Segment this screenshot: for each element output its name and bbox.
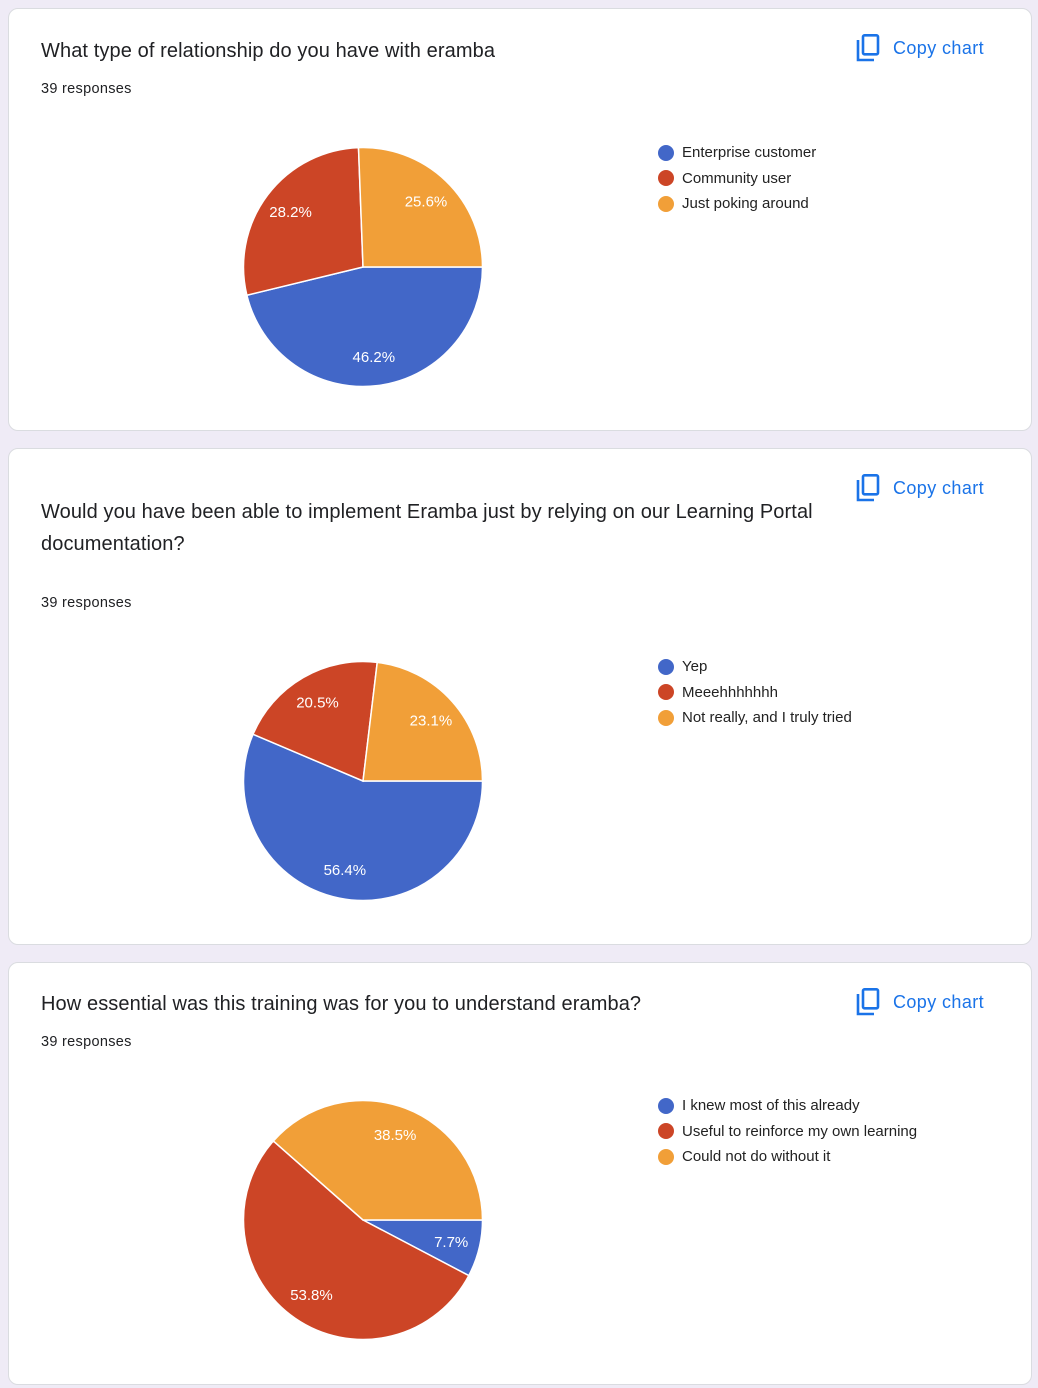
legend-swatch (658, 1097, 674, 1114)
question-card: What type of relationship do you have wi… (8, 8, 1032, 431)
legend-label: Meeehhhhhhh (682, 683, 778, 701)
chart-legend: Enterprise customer Community user Just po… (658, 140, 816, 217)
question-title: What type of relationship do you have wi… (41, 40, 496, 62)
legend-item-i-knew-most-of-this-already: I knew most of this already (658, 1093, 917, 1119)
slice-label: 53.8% (290, 1287, 333, 1304)
pie-chart: 46.2% 28.2% 25.6% (242, 146, 484, 388)
legend-label: Useful to reinforce my own learning (682, 1122, 918, 1140)
pie-slice-just-poking-around (357, 146, 484, 268)
pie-chart: 7.7% 53.8% 38.5% (242, 1099, 484, 1341)
slice-label: 46.2% (353, 349, 396, 366)
slice-label: 38.5% (374, 1127, 417, 1144)
legend-label: Yep (682, 658, 708, 676)
copy-icon (855, 33, 881, 63)
pie-slice-could-not-do-without-it (272, 1099, 484, 1221)
copy-chart-label: Copy chart (893, 477, 985, 498)
legend-label: Not really, and I truly tried (682, 709, 852, 727)
copy-chart-button[interactable]: Copy chart (855, 473, 984, 503)
pie-slice-meeehhhhhhh (252, 660, 379, 783)
pie-slice-enterprise-customer (245, 266, 484, 388)
legend-swatch (658, 170, 674, 187)
slice-label: 23.1% (410, 713, 453, 730)
slice-label: 28.2% (269, 204, 312, 221)
pie-slice-community-user (242, 146, 364, 297)
legend-swatch (658, 709, 674, 726)
pie-slice-not-really-and-i-truly-tried (362, 661, 484, 782)
response-count: 39 responses (41, 1034, 132, 1050)
legend-swatch (658, 195, 674, 212)
response-count: 39 responses (41, 595, 132, 611)
legend-item-community-user: Community user (658, 166, 816, 192)
legend-item-just-poking-around: Just poking around (658, 191, 816, 217)
legend-label: Enterprise customer (682, 144, 817, 162)
copy-chart-button[interactable]: Copy chart (855, 987, 984, 1017)
legend-label: Just poking around (682, 195, 809, 213)
legend-swatch (658, 1148, 674, 1165)
legend-item-meeehhhhhhh: Meeehhhhhhh (658, 680, 852, 706)
slice-label: 7.7% (434, 1234, 468, 1251)
copy-chart-label: Copy chart (893, 37, 985, 58)
copy-icon (855, 473, 881, 503)
question-card: How essential was this training was for … (8, 962, 1032, 1385)
legend-swatch (658, 684, 674, 701)
legend-swatch (658, 658, 674, 675)
pie-slice-useful-to-reinforce-my-own-learning (242, 1139, 470, 1341)
chart-legend: I knew most of this already Useful to rei… (658, 1093, 917, 1170)
legend-swatch (658, 1123, 674, 1140)
slice-label: 56.4% (324, 862, 367, 879)
legend-swatch (658, 144, 674, 161)
legend-label: Community user (682, 169, 792, 187)
slice-label: 20.5% (296, 694, 339, 711)
legend-item-enterprise-customer: Enterprise customer (658, 140, 816, 166)
legend-item-yep: Yep (658, 654, 852, 680)
response-count: 39 responses (41, 81, 132, 97)
copy-chart-button[interactable]: Copy chart (855, 33, 984, 63)
copy-chart-label: Copy chart (893, 991, 985, 1012)
legend-label: I knew most of this already (682, 1097, 860, 1115)
question-title: How essential was this training was for … (41, 993, 642, 1015)
pie-chart: 56.4% 20.5% 23.1% (242, 660, 484, 902)
legend-item-useful-to-reinforce-my-own-learning: Useful to reinforce my own learning (658, 1119, 917, 1145)
legend-item-could-not-do-without-it: Could not do without it (658, 1144, 917, 1170)
legend-label: Could not do without it (682, 1148, 831, 1166)
legend-item-not-really-and-i-truly-tried: Not really, and I truly tried (658, 705, 852, 731)
question-title: Would you have been able to implement Er… (41, 501, 813, 555)
copy-icon (855, 987, 881, 1017)
pie-slice-yep (242, 733, 484, 902)
slice-label: 25.6% (405, 194, 448, 211)
question-card: Would you have been able to implement Er… (8, 448, 1032, 945)
chart-legend: Yep Meeehhhhhhh Not really, and I truly tr… (658, 654, 852, 731)
